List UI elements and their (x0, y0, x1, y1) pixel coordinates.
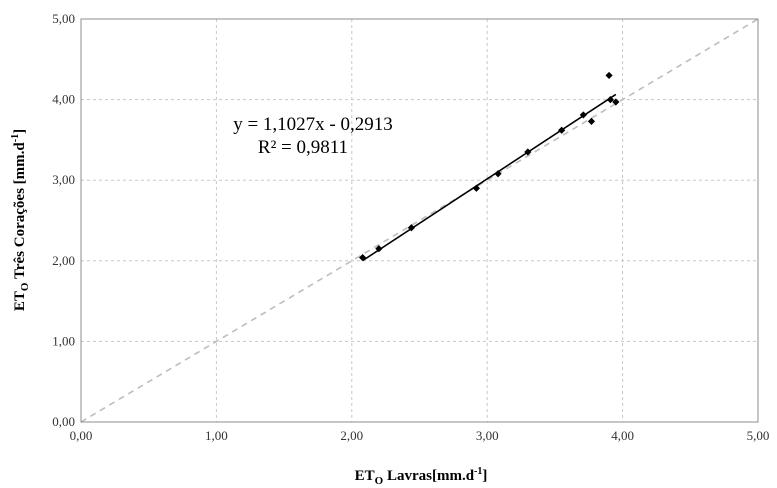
plot-area-border (80, 18, 759, 423)
r-squared-label: R² = 0,9811 (258, 137, 348, 158)
y-tick-label: 4,00 (52, 92, 75, 107)
y-axis-title: ETO Três Corações [mm.d-1] (10, 129, 31, 311)
y-axis-title-main: ET (12, 291, 28, 311)
y-axis-title-subscript: O (19, 282, 31, 291)
grid-lines (81, 19, 758, 422)
x-tick-label: 2,00 (340, 428, 363, 443)
y-tick-label: 0,00 (52, 414, 75, 429)
x-tick-label: 4,00 (611, 428, 634, 443)
x-tick-label: 5,00 (747, 428, 770, 443)
x-axis-title-rest: Lavras[mm.d (383, 468, 474, 484)
x-axis-title-superscript: -1 (474, 466, 482, 477)
data-point (587, 117, 596, 125)
y-axis-title-end: ] (12, 129, 28, 134)
x-tick-label: 1,00 (205, 428, 228, 443)
x-axis-title-end: ] (482, 468, 487, 484)
x-axis-ticks: 0,00 1,00 2,00 3,00 4,00 5,00 (70, 428, 770, 443)
data-point (407, 224, 415, 232)
trendline (362, 93, 617, 262)
trendline-equation: y = 1,1027x - 0,2913 (233, 114, 393, 135)
x-axis-title-subscript: O (375, 475, 384, 487)
one-to-one-reference-line (80, 18, 759, 423)
y-tick-label: 2,00 (52, 253, 75, 268)
y-tick-label: 5,00 (52, 11, 75, 26)
data-point (494, 170, 502, 178)
x-tick-label: 0,00 (70, 428, 93, 443)
y-axis-ticks: 0,00 1,00 2,00 3,00 4,00 5,00 (52, 11, 75, 429)
x-tick-label: 3,00 (476, 428, 499, 443)
data-points (359, 71, 620, 262)
y-axis-title-rest: Três Corações [mm.d (12, 142, 28, 283)
y-tick-label: 3,00 (52, 172, 75, 187)
data-point (524, 148, 532, 156)
y-axis-title-superscript: -1 (10, 134, 21, 142)
data-point (605, 71, 613, 80)
data-point (579, 111, 587, 119)
data-point (606, 96, 615, 104)
x-axis-title: ETO Lavras[mm.d-1] (355, 466, 488, 487)
x-axis-title-main: ET (355, 468, 375, 484)
data-point (612, 98, 620, 106)
data-point (359, 253, 367, 262)
y-tick-label: 1,00 (52, 333, 75, 348)
data-point (472, 184, 480, 192)
data-point (375, 245, 383, 253)
data-point (558, 126, 566, 134)
